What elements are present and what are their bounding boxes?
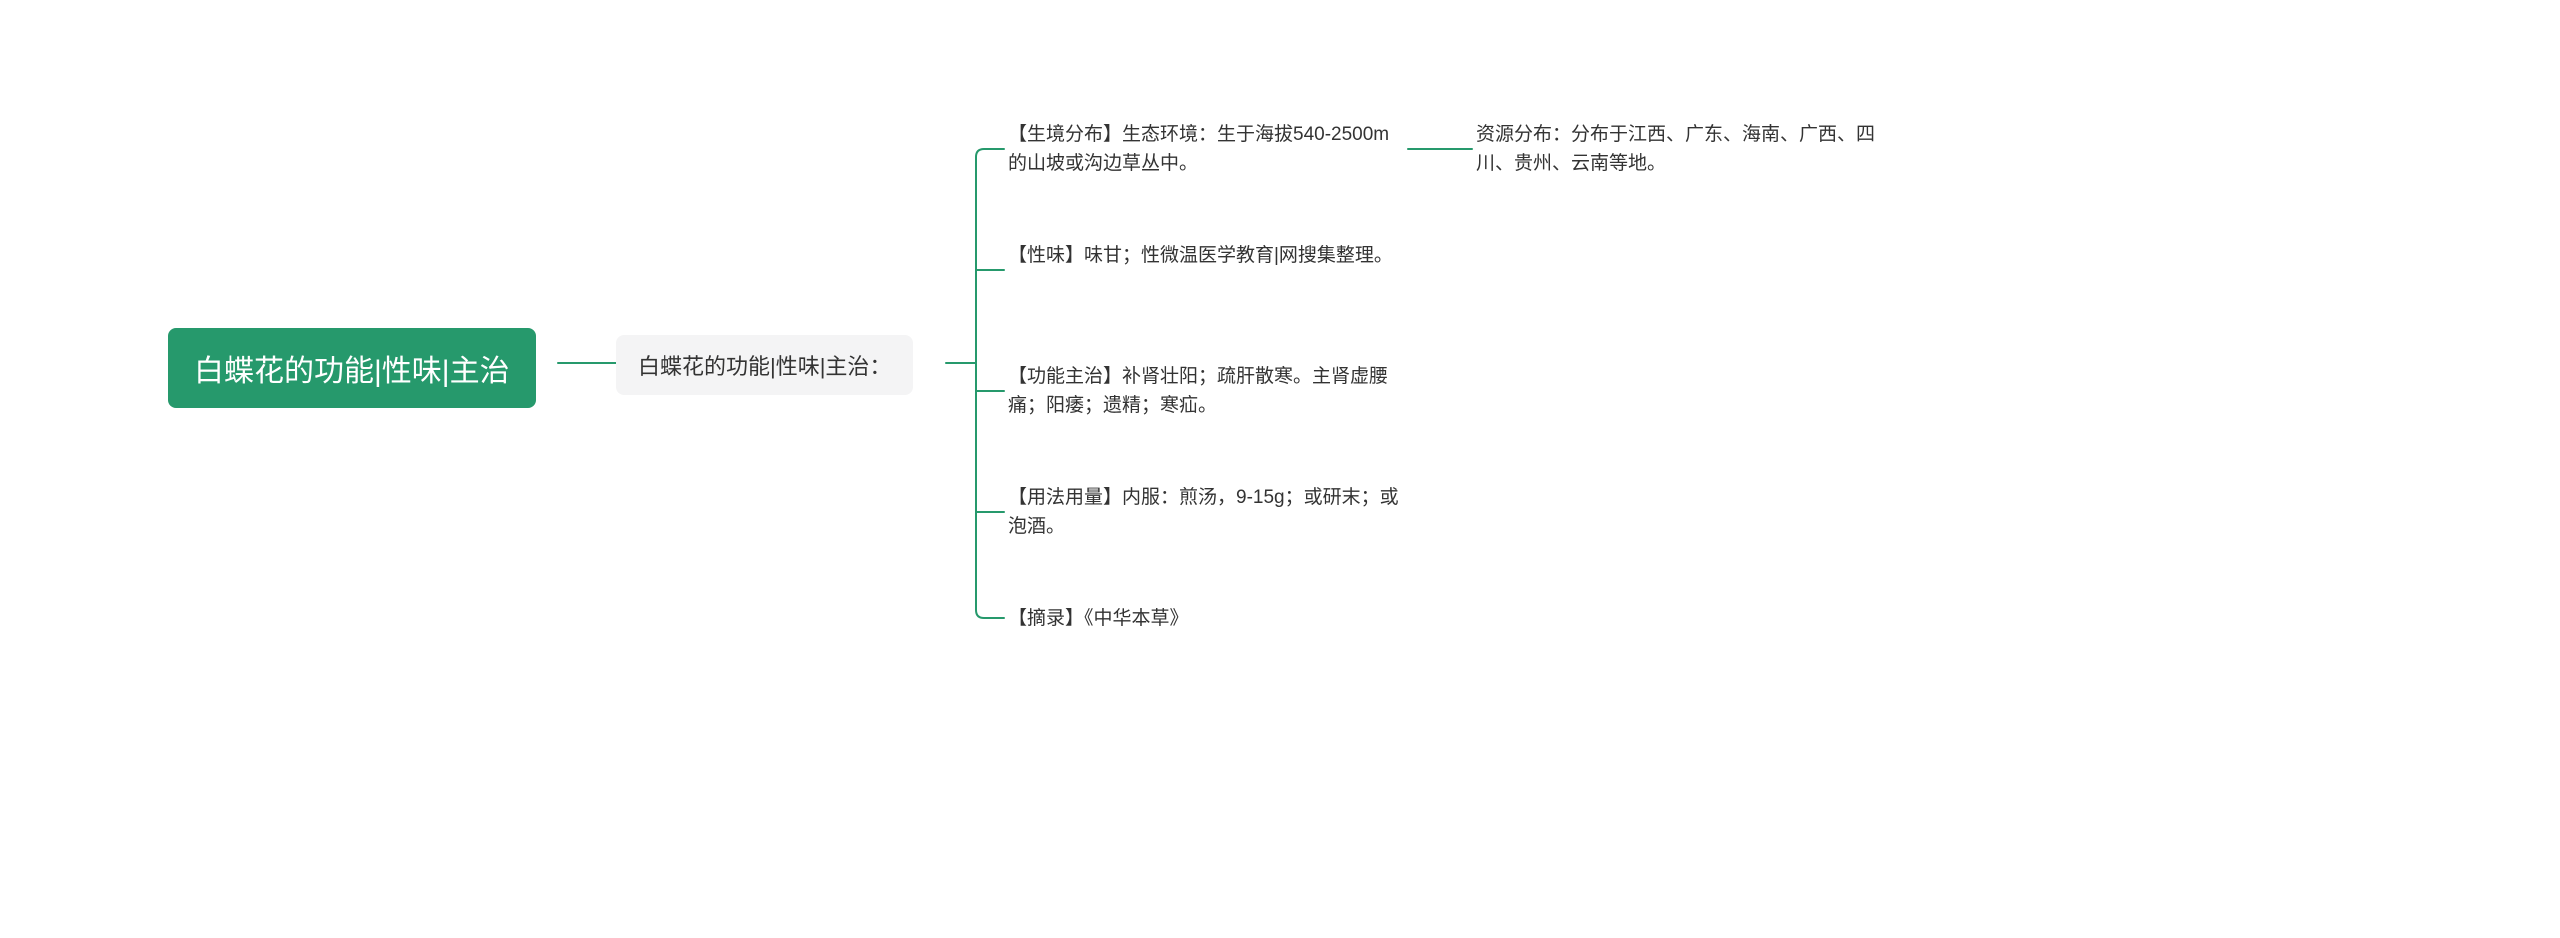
level1-node[interactable]: 白蝶花的功能|性味|主治： bbox=[616, 335, 913, 395]
root-label: 白蝶花的功能|性味|主治 bbox=[194, 346, 510, 390]
leaf-text: 资源分布：分布于江西、广东、海南、广西、四川、贵州、云南等地。 bbox=[1476, 120, 1876, 179]
leaf-text: 【摘录】《中华本草》 bbox=[1008, 604, 1189, 633]
leaf-dosage[interactable]: 【用法用量】内服：煎汤，9-15g；或研末；或泡酒。 bbox=[1008, 483, 1408, 542]
leaf-habitat[interactable]: 【生境分布】生态环境：生于海拔540-2500m的山坡或沟边草丛中。 bbox=[1008, 120, 1408, 179]
leaf-text: 【功能主治】补肾壮阳；疏肝散寒。主肾虚腰痛；阳痿；遗精；寒疝。 bbox=[1008, 362, 1408, 421]
leaf-text: 【生境分布】生态环境：生于海拔540-2500m的山坡或沟边草丛中。 bbox=[1008, 120, 1408, 179]
level1-label: 白蝶花的功能|性味|主治： bbox=[638, 349, 891, 381]
leaf-text: 【性味】味甘；性微温医学教育|网搜集整理。 bbox=[1008, 241, 1393, 270]
root-node[interactable]: 白蝶花的功能|性味|主治 bbox=[168, 328, 536, 408]
leaf-excerpt[interactable]: 【摘录】《中华本草》 bbox=[1008, 604, 1189, 633]
leaf-taste[interactable]: 【性味】味甘；性微温医学教育|网搜集整理。 bbox=[1008, 241, 1393, 270]
leaf-text: 【用法用量】内服：煎汤，9-15g；或研末；或泡酒。 bbox=[1008, 483, 1408, 542]
leaf-distribution[interactable]: 资源分布：分布于江西、广东、海南、广西、四川、贵州、云南等地。 bbox=[1476, 120, 1876, 179]
leaf-function[interactable]: 【功能主治】补肾壮阳；疏肝散寒。主肾虚腰痛；阳痿；遗精；寒疝。 bbox=[1008, 362, 1408, 421]
